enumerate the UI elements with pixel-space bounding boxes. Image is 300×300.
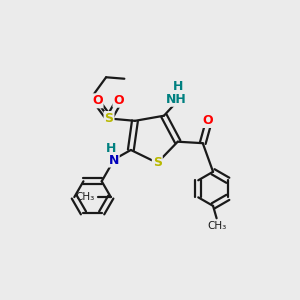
Text: O: O [92, 94, 103, 107]
Text: CH₃: CH₃ [76, 192, 95, 202]
Text: S: S [104, 112, 113, 125]
Text: H: H [172, 80, 183, 93]
Text: NH: NH [166, 93, 187, 106]
Text: N: N [109, 154, 119, 167]
Text: O: O [113, 94, 124, 107]
Text: O: O [203, 114, 213, 127]
Text: H: H [106, 142, 117, 155]
Text: S: S [153, 156, 162, 170]
Text: CH₃: CH₃ [208, 221, 227, 231]
